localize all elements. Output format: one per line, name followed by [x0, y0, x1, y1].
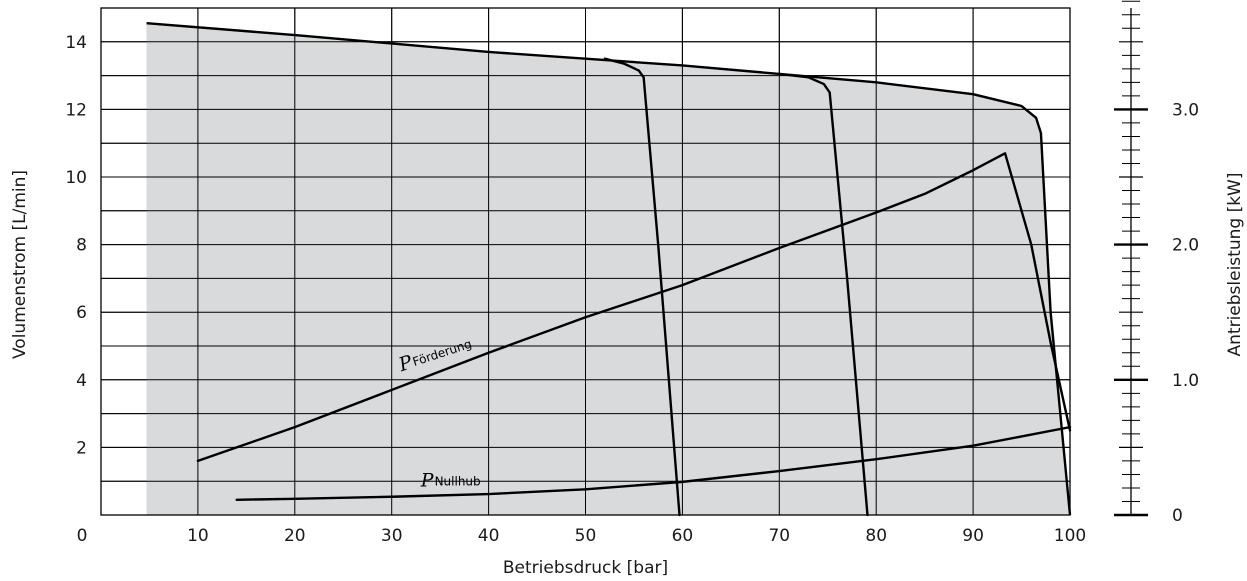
curve-label-symbol: P [420, 469, 435, 491]
y-tick-label: 6 [76, 303, 87, 323]
y2-tick-label: 1.0 [1172, 371, 1199, 391]
x-tick-label: 60 [672, 526, 694, 546]
curve-label-1: PNullhub [420, 469, 481, 491]
x-tick-label: 50 [575, 526, 597, 546]
y-tick-label: 8 [76, 236, 87, 256]
curve-label-text: PNullhub [420, 469, 481, 491]
y-tick-label: 4 [76, 371, 87, 391]
x-tick-label: 30 [381, 526, 403, 546]
x-axis-title: Betriebsdruck [bar] [503, 558, 668, 578]
series-lines [146, 22, 1072, 517]
series-line-1 [778, 72, 869, 517]
y-axis-title: Volumenstrom [L/min] [10, 170, 30, 359]
x-tick-label: 10 [187, 526, 209, 546]
x-tick-label: 80 [865, 526, 887, 546]
plot-frame [100, 7, 1071, 516]
x-tick-label: 100 [1054, 526, 1086, 546]
curve-label-subscript: Nullhub [435, 474, 481, 488]
envelope-line [146, 22, 1072, 516]
y-tick-label: 12 [65, 100, 87, 120]
y2-tick-label: 2.0 [1172, 236, 1199, 256]
y2-axis-title: Antriebsleistung [kW] [1225, 173, 1245, 357]
y2-tick-label: 0 [1172, 506, 1183, 526]
series-line-0 [603, 57, 681, 517]
secondary-axis: 0 1.0 2.0 3.0 [1114, 0, 1199, 526]
series-line-2 [196, 152, 1072, 463]
x-tick-label: 40 [478, 526, 500, 546]
envelope-fill [146, 23, 1071, 516]
y-tick-label: 2 [76, 438, 87, 458]
x-tick-label: 90 [962, 526, 984, 546]
origin-tick-label: 0 [77, 526, 88, 546]
series-line-3 [235, 425, 1072, 501]
envelope-area [101, 7, 1071, 516]
axes [100, 7, 1071, 516]
tick-labels: 10 20 30 40 50 60 70 80 90 100 2 4 6 8 10 12 14 [65, 33, 1086, 546]
y-tick-label: 10 [65, 168, 87, 188]
x-tick-label: 20 [284, 526, 306, 546]
x-tick-label: 70 [768, 526, 790, 546]
y2-tick-label: 3.0 [1172, 100, 1199, 120]
y-tick-label: 14 [65, 33, 87, 53]
